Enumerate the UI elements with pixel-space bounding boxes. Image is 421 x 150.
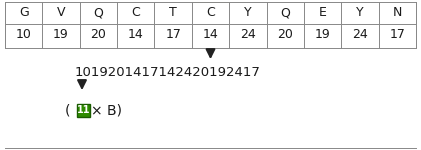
Text: 20: 20 (277, 28, 293, 42)
Text: E: E (319, 6, 327, 20)
Text: G: G (19, 6, 29, 20)
Text: 10: 10 (16, 28, 32, 42)
Text: 20: 20 (91, 28, 107, 42)
Text: Y: Y (244, 6, 252, 20)
Text: 11: 11 (77, 105, 90, 115)
Text: V: V (57, 6, 65, 20)
Bar (5, 2, 416, 48)
Text: 24: 24 (240, 28, 256, 42)
Text: C: C (131, 6, 140, 20)
Text: C: C (206, 6, 215, 20)
Text: 17: 17 (389, 28, 405, 42)
Text: 24: 24 (352, 28, 368, 42)
Bar (192, 2, 229, 48)
Text: (: ( (65, 103, 70, 117)
Text: 19: 19 (315, 28, 330, 42)
Text: 14: 14 (203, 28, 218, 42)
Text: Q: Q (93, 6, 103, 20)
Text: 1019201417142420192417: 1019201417142420192417 (75, 66, 261, 80)
Text: N: N (393, 6, 402, 20)
Text: Q: Q (280, 6, 290, 20)
Text: × B): × B) (91, 103, 122, 117)
Text: 17: 17 (165, 28, 181, 42)
Text: 14: 14 (128, 28, 144, 42)
Text: 19: 19 (53, 28, 69, 42)
Text: T: T (169, 6, 177, 20)
Text: Y: Y (356, 6, 364, 20)
Bar (77, 103, 90, 117)
